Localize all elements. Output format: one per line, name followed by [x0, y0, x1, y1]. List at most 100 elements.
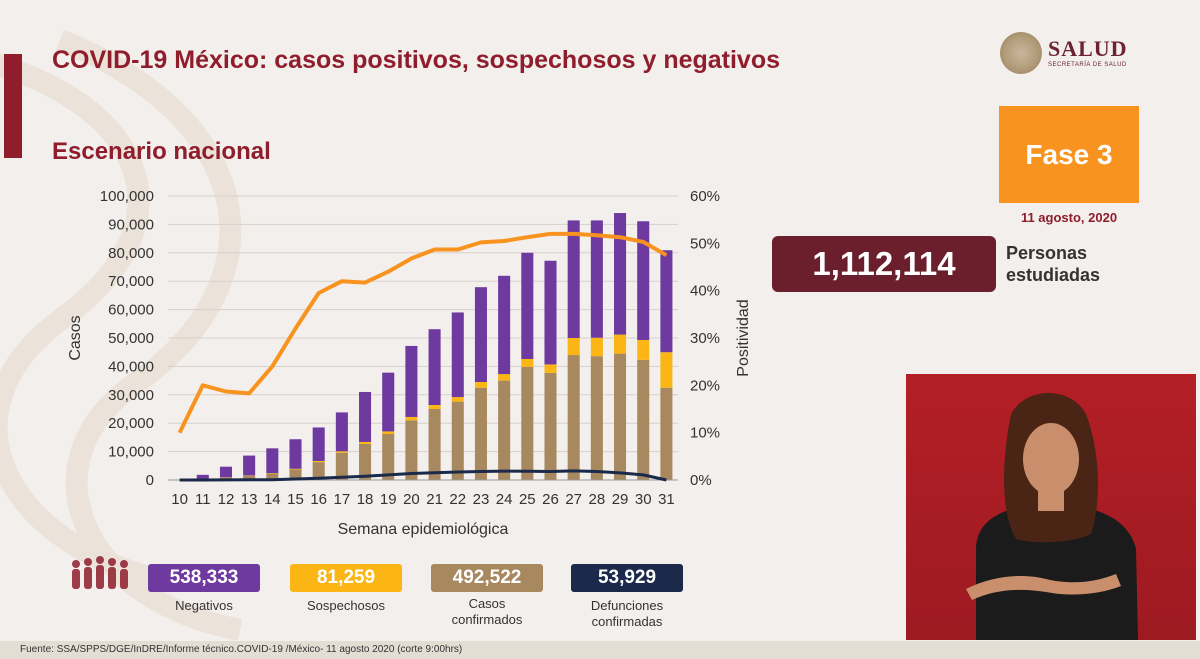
bar-sospechosos [451, 397, 464, 402]
x-axis-title: Semana epidemiológica [338, 521, 509, 538]
bar-negativos [660, 250, 673, 353]
bar-negativos [498, 275, 511, 375]
bar-sospechosos [428, 405, 441, 409]
studied-label-line2: estudiadas [1006, 265, 1101, 285]
sospechosos-label: Sospechosos [276, 598, 416, 614]
x-tick-label: 12 [218, 491, 235, 508]
confirmados-label: Casos confirmados [417, 596, 557, 628]
bar-confirmados [243, 475, 256, 480]
bar-confirmados [405, 420, 418, 480]
bar-confirmados [335, 452, 348, 480]
y2-axis-title: Positividad [735, 299, 752, 376]
bar-negativos [637, 221, 650, 340]
x-tick-label: 31 [658, 491, 675, 508]
negativos-label: Negativos [134, 598, 274, 614]
y2-tick-label: 0% [690, 472, 712, 489]
x-tick-label: 16 [310, 491, 327, 508]
bar-confirmados [521, 366, 534, 480]
defunciones-label-line2: confirmadas [591, 614, 663, 629]
bar-negativos [567, 220, 580, 338]
bar-confirmados [289, 469, 302, 480]
bar-sospechosos [567, 338, 580, 356]
bar-negativos [451, 312, 464, 398]
defunciones-line [179, 469, 667, 482]
confirmados-label-line1: Casos [468, 596, 506, 611]
bar-sospechosos [359, 441, 372, 444]
y-tick-label: 70,000 [108, 273, 154, 290]
x-tick-label: 24 [496, 491, 513, 508]
bar-confirmados [474, 387, 487, 480]
y2-tick-label: 40% [690, 283, 720, 300]
x-tick-label: 26 [542, 491, 559, 508]
y-axis-title: Casos [67, 315, 84, 360]
bar-confirmados [428, 409, 441, 480]
bar-sospechosos [521, 359, 534, 367]
bar-confirmados [544, 372, 557, 480]
bar-negativos [521, 252, 534, 360]
source-note: Fuente: SSA/SPPS/DGE/InDRE/Informe técni… [20, 644, 463, 655]
bar-confirmados [567, 355, 580, 480]
y-tick-label: 50,000 [108, 330, 154, 347]
footer-bar [0, 641, 1200, 659]
bar-negativos [266, 448, 279, 474]
bar-confirmados [498, 380, 511, 480]
bar-negativos [474, 287, 487, 383]
logo-subtext: SECRETARÍA DE SALUD [1048, 62, 1127, 68]
title-accent-bar [4, 54, 22, 158]
y-tick-label: 80,000 [108, 245, 154, 262]
x-tick-label: 18 [357, 491, 374, 508]
studied-count: 1,112,114 [772, 236, 996, 292]
x-tick-label: 21 [426, 491, 443, 508]
positividad-line [177, 231, 668, 434]
bar-confirmados [660, 387, 673, 480]
y-tick-label: 30,000 [108, 387, 154, 404]
y-tick-label: 20,000 [108, 415, 154, 432]
studied-label: Personas estudiadas [1006, 242, 1176, 286]
x-tick-label: 30 [635, 491, 652, 508]
people-illustration-icon [72, 556, 128, 589]
x-tick-label: 10 [171, 491, 188, 508]
bar-negativos [544, 260, 557, 365]
logo-text: SALUD [1048, 36, 1128, 61]
phase-badge: Fase 3 [999, 106, 1139, 203]
bar-confirmados [382, 433, 395, 480]
sospechosos-label-line1: Sospechosos [306, 598, 386, 613]
sign-language-interpreter-video [906, 374, 1196, 640]
bar-confirmados [359, 443, 372, 480]
y-tick-label: 100,000 [100, 188, 154, 205]
sospechosos-value: 81,259 [290, 564, 402, 592]
confirmados-label-line2: confirmados [451, 612, 523, 627]
x-tick-label: 15 [287, 491, 304, 508]
y2-tick-label: 30% [690, 330, 720, 347]
x-tick-label: 14 [264, 491, 281, 508]
bar-sospechosos [614, 334, 627, 354]
national-seal-icon [1000, 32, 1042, 74]
bar-negativos [428, 329, 441, 406]
x-tick-label: 20 [403, 491, 420, 508]
bar-negativos [614, 213, 627, 335]
salud-logo: SALUD SECRETARÍA DE SALUD [1000, 32, 1150, 82]
bar-sospechosos [474, 382, 487, 388]
y-tick-label: 90,000 [108, 216, 154, 233]
defunciones-label: Defunciones confirmadas [557, 598, 697, 630]
x-tick-label: 17 [334, 491, 351, 508]
bar-confirmados [451, 401, 464, 480]
x-tick-label: 23 [473, 491, 490, 508]
bar-negativos [289, 439, 302, 469]
bar-confirmados [312, 462, 325, 480]
bar-confirmados [614, 353, 627, 480]
bar-confirmados [266, 473, 279, 480]
cases-chart-svg: 100,000 90,000 80,000 70,000 60,000 50,000 40,… [67, 188, 752, 538]
y-tick-label: 0 [146, 472, 154, 489]
bar-negativos [382, 372, 395, 432]
bar-negativos [590, 220, 603, 338]
y2-tick-label: 60% [690, 188, 720, 205]
bar-sospechosos [335, 451, 348, 453]
bar-negativos [243, 455, 256, 476]
bar-negativos [196, 474, 209, 480]
bar-sospechosos [289, 468, 302, 470]
studied-label-line1: Personas [1006, 243, 1088, 263]
bar-confirmados [637, 359, 650, 480]
y-tick-label: 10,000 [108, 444, 154, 461]
bar-negativos [219, 466, 232, 478]
